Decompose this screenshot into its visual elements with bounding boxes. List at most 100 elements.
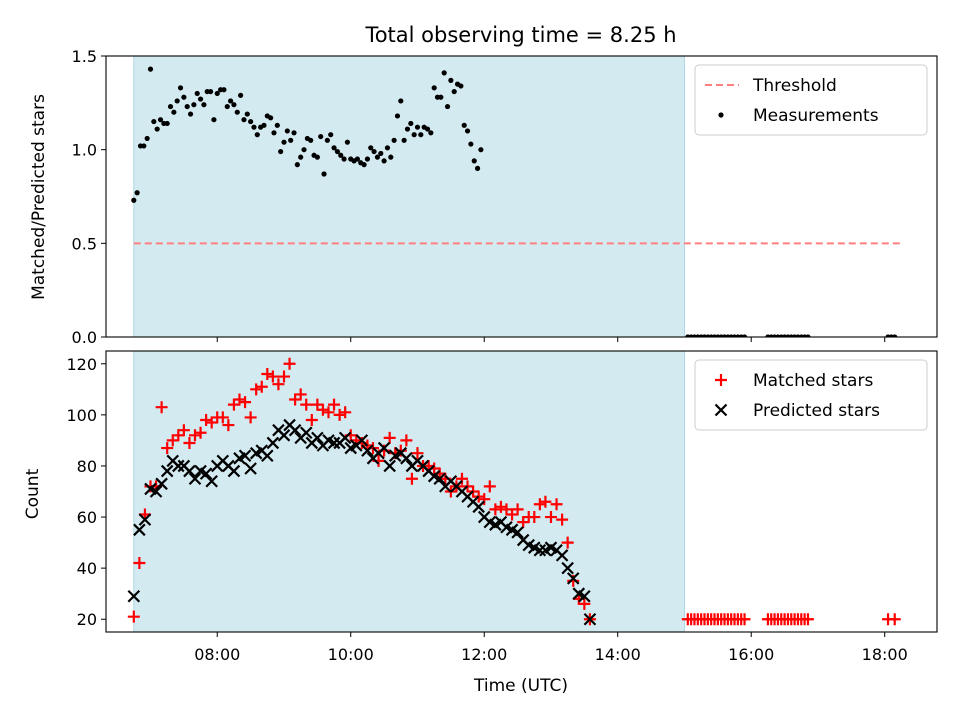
measurement-point [294, 162, 300, 168]
measurement-point [378, 150, 384, 157]
measurement-point [278, 148, 284, 155]
matched-point [339, 406, 352, 419]
matched-point [166, 434, 179, 447]
measurement-point [254, 132, 260, 138]
measurement-point [354, 156, 361, 162]
predicted-point [511, 526, 524, 539]
predicted-point [155, 477, 168, 491]
legend-matched-swatch [715, 374, 727, 386]
measurement-point [191, 102, 197, 108]
measurement-point [334, 148, 340, 155]
matched-point [888, 613, 901, 626]
matched-point [550, 498, 563, 511]
x-tick-label: 16:00 [728, 645, 774, 664]
measurement-point [401, 137, 407, 143]
matched-point [411, 447, 424, 460]
measurement-point [197, 96, 204, 102]
measurement-point [151, 118, 157, 125]
measurement-point [144, 135, 150, 142]
matched-point [561, 536, 574, 549]
predicted-point [277, 429, 291, 442]
predicted-point [160, 464, 174, 478]
measurement-point [398, 98, 404, 104]
bottom-y-axis-label: Count [23, 468, 43, 519]
matched-point [205, 416, 218, 429]
measurement-point [274, 122, 280, 128]
predicted-point [555, 549, 569, 562]
measurement-point [231, 102, 237, 108]
matched-point [405, 472, 418, 485]
measurement-point [171, 109, 177, 115]
matched-point [556, 513, 569, 526]
measurement-point [741, 334, 748, 337]
measurement-point [164, 120, 170, 127]
measurement-point [471, 158, 477, 164]
matched-point [222, 419, 235, 432]
legend-measurement-swatch [718, 112, 724, 118]
matched-point [294, 388, 307, 401]
matched-point [489, 503, 502, 516]
legend-box [694, 359, 928, 431]
measurement-point [418, 132, 424, 138]
measurement-point [338, 152, 344, 158]
x-tick-label: 10:00 [328, 645, 374, 664]
measurement-point [147, 66, 154, 72]
measurement-point [394, 113, 401, 119]
matched-point [305, 413, 318, 426]
axes-frame-top [105, 55, 938, 338]
top-ratio-plot: 0.0 0.5 1.0 1.5 Threshold Measurements [72, 47, 938, 347]
measurement-point [167, 103, 174, 110]
legend-label: Threshold [752, 76, 837, 96]
matched-point [155, 401, 168, 414]
predicted-point [327, 436, 341, 450]
matched-point [533, 498, 546, 511]
matched-point [244, 411, 257, 424]
predicted-point [133, 523, 146, 537]
measurement-point [288, 137, 294, 143]
measurement-point [308, 137, 314, 143]
measurement-point [414, 124, 421, 130]
predicted-point [227, 464, 241, 478]
measurement-point [384, 145, 391, 151]
measurement-point [224, 103, 230, 110]
measurement-point [251, 124, 257, 130]
legend-label: Matched stars [753, 371, 873, 391]
measurement-point [428, 130, 434, 136]
measurement-point [464, 128, 471, 134]
predicted-point [400, 452, 413, 465]
predicted-point [561, 561, 574, 575]
predicted-point [266, 436, 280, 450]
matched-point [738, 613, 751, 626]
legend-label: Predicted stars [753, 401, 880, 421]
predicted-point [533, 543, 547, 557]
matched-point [277, 370, 290, 383]
y-tick-label: 20 [77, 610, 97, 629]
measurement-point [374, 154, 381, 160]
matched-point [289, 393, 302, 406]
matched-point [455, 472, 468, 485]
bottom-count-plot: 20 40 60 80 100 120 08:00 10:00 12:00 14:00 16:00 1… [66, 350, 938, 664]
measurement-point [408, 120, 414, 127]
predicted-point [578, 589, 591, 603]
predicted-point [244, 462, 257, 475]
measurement-point [458, 83, 464, 89]
matched-point [266, 370, 279, 383]
measurement-point [314, 154, 320, 160]
measurement-point [424, 126, 431, 132]
predicted-point [288, 423, 302, 437]
predicted-point [472, 500, 485, 514]
matched-point [183, 436, 196, 449]
measurement-point [184, 103, 190, 110]
measurement-point [214, 90, 220, 97]
measurement-point [381, 158, 387, 164]
x-tick-label: 08:00 [194, 645, 240, 664]
measurement-point [284, 128, 290, 134]
matched-point [494, 500, 507, 513]
matched-point [177, 424, 190, 437]
measurement-point [281, 139, 287, 145]
measurement-point [201, 102, 207, 108]
measurement-point [131, 197, 137, 203]
axes-frame-bottom [105, 350, 938, 633]
predicted-point [172, 459, 185, 473]
